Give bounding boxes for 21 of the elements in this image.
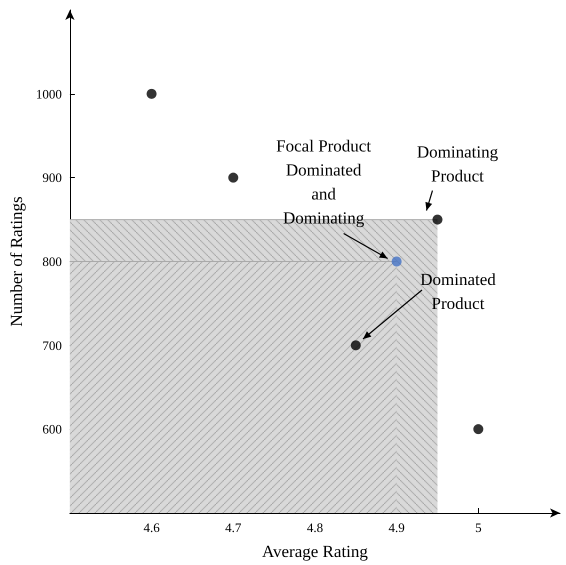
y-tick-label: 700 <box>42 338 62 353</box>
x-tick-label: 4.8 <box>306 520 324 535</box>
point <box>392 256 402 266</box>
x-tick-label: 4.7 <box>225 520 242 535</box>
y-tick-label: 900 <box>42 170 62 186</box>
annotation: Dominated Product <box>420 270 496 313</box>
y-tick-label: 800 <box>42 254 62 269</box>
x-tick-label: 5 <box>475 520 482 535</box>
annotation: Focal Product Dominated and Dominating <box>276 136 372 228</box>
point <box>146 88 157 99</box>
x-tick-label: 4.9 <box>388 520 405 535</box>
point <box>350 340 361 350</box>
point <box>228 172 238 183</box>
x-axis-title: Average Rating <box>262 542 368 561</box>
point <box>432 214 442 225</box>
x-tick-label: 4.6 <box>143 520 160 535</box>
y-tick-label: 1000 <box>36 86 62 102</box>
y-tick-label: 600 <box>42 422 62 437</box>
point <box>473 424 484 434</box>
annotation: Dominating Product <box>416 142 499 186</box>
y-axis-title: Number of Ratings <box>7 196 26 327</box>
